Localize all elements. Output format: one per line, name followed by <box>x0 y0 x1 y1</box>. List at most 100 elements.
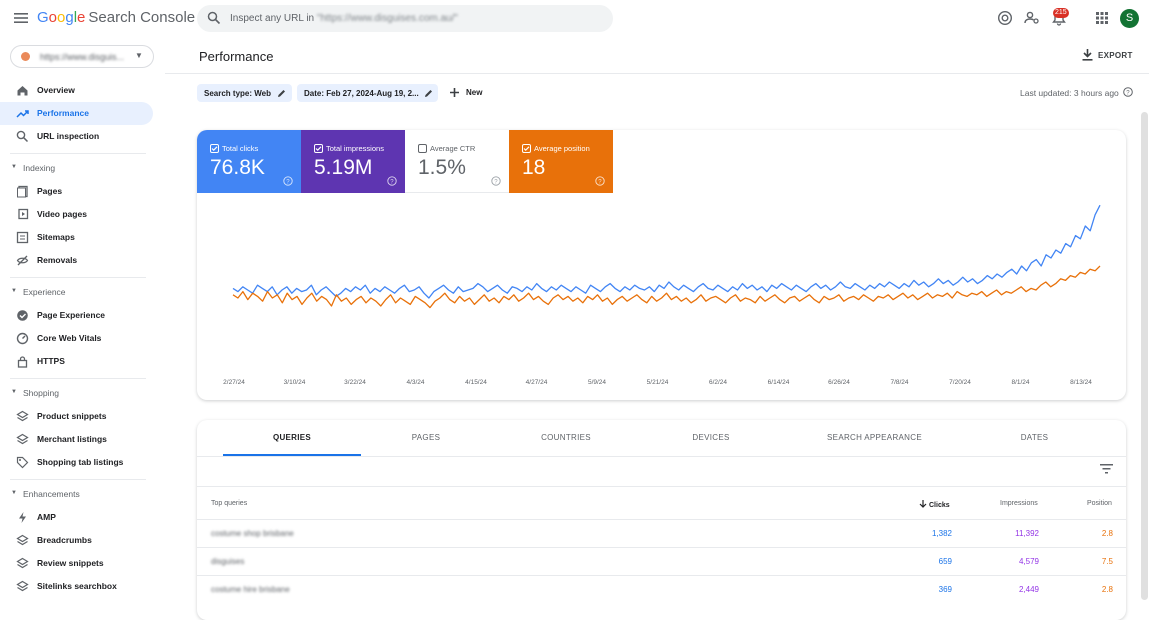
search-icon <box>16 130 29 143</box>
apps-grid-icon[interactable] <box>1094 10 1110 26</box>
sitemaps-icon <box>16 231 29 244</box>
date-filter-chip[interactable]: Date: Feb 27, 2024-Aug 19, 2... <box>297 84 438 102</box>
menu-icon[interactable] <box>13 10 29 26</box>
sitelinks-icon <box>16 580 29 592</box>
filter-icon[interactable] <box>1100 463 1113 474</box>
row-impressions: 11,392 <box>1015 529 1039 538</box>
svg-text:?: ? <box>1126 90 1130 96</box>
export-button[interactable]: EXPORT <box>1080 48 1136 64</box>
performance-line-chart[interactable]: 2/27/24 3/10/24 3/22/24 4/3/24 4/15/24 4/27/2… <box>197 130 1126 400</box>
sidebar-item-review-snippets[interactable]: Review snippets <box>0 552 153 575</box>
tab-queries[interactable]: QUERIES <box>272 433 312 442</box>
caret-down-icon: ▼ <box>11 164 17 170</box>
metric-total-clicks[interactable]: Total clicks 76.8K ? <box>197 130 301 193</box>
tab-search-appearance[interactable]: SEARCH APPEARANCE <box>827 433 922 442</box>
sidebar-item-breadcrumbs[interactable]: Breadcrumbs <box>0 529 153 552</box>
sidebar-item-video-pages[interactable]: Video pages <box>0 203 153 226</box>
page-title: Performance <box>199 49 274 64</box>
caret-down-icon: ▼ <box>11 389 17 395</box>
row-impressions: 4,579 <box>1018 557 1039 566</box>
sidebar-item-performance[interactable]: Performance <box>0 102 153 125</box>
video-pages-icon <box>18 208 29 220</box>
help-circle-icon[interactable]: ? <box>387 176 397 186</box>
x-tick-label: 5/21/24 <box>647 379 669 386</box>
series-line-position[interactable] <box>232 265 1101 309</box>
top-bar: Google Search Console Inspect any URL in … <box>0 0 1149 38</box>
account-avatar[interactable]: S <box>1120 9 1139 28</box>
property-selector[interactable]: https://www.disguis... ▼ <box>10 45 154 68</box>
row-query[interactable]: costume shop brisbane <box>211 529 294 538</box>
search-input[interactable]: Inspect any URL in "https://www.disguise… <box>230 13 458 24</box>
sidebar-item-label: Merchant listings <box>37 434 107 444</box>
header-clicks[interactable]: Clicks <box>919 500 950 509</box>
tag-icon <box>16 456 29 469</box>
tab-dates[interactable]: DATES <box>1020 433 1049 442</box>
help-circle-icon[interactable]: ? <box>283 176 293 186</box>
sidebar-item-label: Sitelinks searchbox <box>37 581 117 591</box>
sidebar-item-sitemaps[interactable]: Sitemaps <box>0 226 153 249</box>
row-position: 7.5 <box>1101 557 1113 566</box>
manage-users-icon[interactable] <box>1024 10 1040 26</box>
section-label: Enhancements <box>23 489 80 499</box>
sidebar-divider <box>10 479 146 480</box>
checkbox-icon <box>314 144 323 153</box>
help-circle-icon[interactable]: ? <box>1123 87 1133 97</box>
sidebar-item-label: Product snippets <box>37 411 107 421</box>
series-line-clicks[interactable] <box>232 204 1101 299</box>
sidebar-item-label: URL inspection <box>37 131 100 141</box>
sidebar-item-overview[interactable]: Overview <box>0 79 153 102</box>
amp-icon <box>19 512 26 523</box>
row-query[interactable]: costume hire brisbane <box>211 585 290 594</box>
product-name: Search Console <box>88 9 196 26</box>
sidebar-divider <box>10 277 146 278</box>
row-query[interactable]: disguises <box>211 557 245 566</box>
help-circle-icon[interactable]: ? <box>491 176 501 186</box>
sidebar-item-core-web-vitals[interactable]: Core Web Vitals <box>0 327 153 350</box>
section-label: Experience <box>23 287 66 297</box>
notification-count-badge: 215 <box>1053 8 1069 18</box>
tab-devices[interactable]: DEVICES <box>692 433 730 442</box>
search-icon <box>207 11 221 25</box>
active-tab-indicator <box>223 454 361 456</box>
section-shopping[interactable]: ▼ Shopping <box>11 387 151 401</box>
sidebar-item-label: Performance <box>37 108 89 118</box>
header-impressions[interactable]: Impressions <box>1000 500 1038 507</box>
sidebar-item-https[interactable]: HTTPS <box>0 350 153 373</box>
search-type-filter-chip[interactable]: Search type: Web <box>197 84 292 102</box>
metric-average-position[interactable]: Average position 18 ? <box>509 130 613 193</box>
x-tick-label: 6/14/24 <box>768 379 790 386</box>
page-scrollbar[interactable] <box>1141 112 1148 600</box>
sidebar-item-amp[interactable]: AMP <box>0 506 153 529</box>
x-tick-label: 3/22/24 <box>344 379 366 386</box>
sidebar-item-shopping-tab-listings[interactable]: Shopping tab listings <box>0 451 153 474</box>
search-console-logo[interactable]: Google Search Console <box>37 9 196 26</box>
header-position[interactable]: Position <box>1087 500 1112 507</box>
sidebar-item-removals[interactable]: Removals <box>0 249 153 272</box>
download-icon <box>1082 49 1093 61</box>
section-indexing[interactable]: ▼ Indexing <box>11 162 151 176</box>
section-label: Shopping <box>23 388 59 398</box>
sidebar-item-url-inspection[interactable]: URL inspection <box>0 125 153 148</box>
help-icon[interactable] <box>997 10 1013 26</box>
help-circle-icon[interactable]: ? <box>595 176 605 186</box>
new-filter-button[interactable]: New <box>448 86 488 100</box>
trending-up-icon <box>16 110 29 118</box>
removals-icon <box>16 255 29 266</box>
sidebar-item-product-snippets[interactable]: Product snippets <box>0 405 153 428</box>
sidebar-item-pages[interactable]: Pages <box>0 180 153 203</box>
url-inspection-search[interactable]: Inspect any URL in "https://www.disguise… <box>197 5 613 32</box>
x-tick-label: 6/26/24 <box>828 379 850 386</box>
sidebar-item-merchant-listings[interactable]: Merchant listings <box>0 428 153 451</box>
sidebar-item-label: Breadcrumbs <box>37 535 92 545</box>
tab-pages[interactable]: PAGES <box>411 433 441 442</box>
section-enhancements[interactable]: ▼ Enhancements <box>11 488 151 502</box>
sidebar-item-label: Pages <box>37 186 63 196</box>
row-impressions: 2,449 <box>1018 585 1039 594</box>
sidebar-item-sitelinks-searchbox[interactable]: Sitelinks searchbox <box>0 575 153 598</box>
metric-average-ctr[interactable]: Average CTR 1.5% ? <box>405 130 509 193</box>
edit-icon <box>424 89 433 98</box>
tab-countries[interactable]: COUNTRIES <box>541 433 591 442</box>
metric-total-impressions[interactable]: Total impressions 5.19M ? <box>301 130 405 193</box>
section-experience[interactable]: ▼ Experience <box>11 286 151 300</box>
sidebar-item-page-experience[interactable]: Page Experience <box>0 304 153 327</box>
